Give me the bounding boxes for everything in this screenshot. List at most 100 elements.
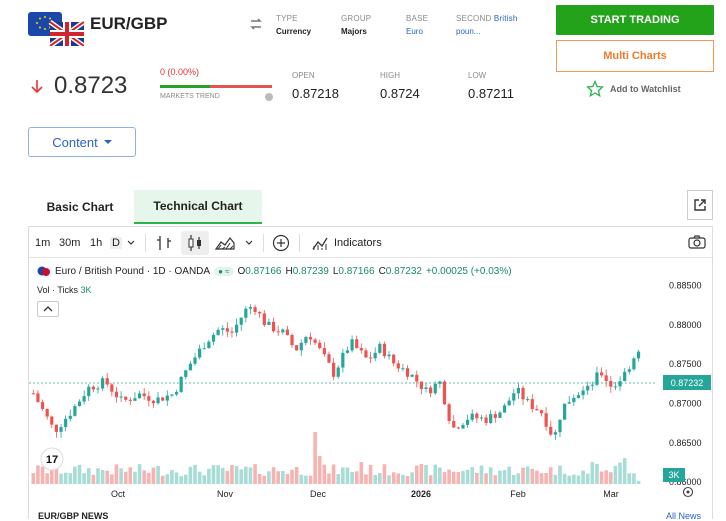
current-price: 0.8723 — [54, 72, 128, 99]
stat-high-value: 0.8724 — [380, 86, 420, 101]
volume-bar — [424, 465, 428, 484]
interval-30m[interactable]: 30m — [59, 237, 81, 249]
volume-bar — [170, 470, 174, 484]
camera-icon[interactable] — [688, 235, 706, 249]
tab-technical-chart[interactable]: Technical Chart — [134, 190, 262, 224]
volume-bar — [137, 464, 142, 484]
candle-body — [271, 321, 276, 332]
volume-bar — [322, 464, 327, 484]
volume-bar — [294, 467, 299, 484]
candle-body — [276, 331, 280, 333]
candle-body — [364, 350, 368, 358]
volume-bar — [465, 469, 470, 484]
volume-bar — [604, 470, 608, 484]
candle-body — [405, 368, 410, 377]
volume-bar — [96, 468, 100, 484]
start-trading-button[interactable]: START TRADING — [556, 5, 714, 35]
volume-bar — [100, 470, 105, 484]
indicators-icon[interactable] — [311, 234, 329, 252]
interval-d[interactable]: D — [110, 237, 122, 249]
volume-bar — [123, 471, 128, 484]
candle-body — [336, 367, 340, 377]
volume-bar — [336, 474, 341, 484]
volume-bar — [572, 474, 576, 484]
candle-body — [586, 385, 590, 391]
meta-second-inline[interactable]: British — [493, 14, 518, 23]
candle-body — [202, 348, 206, 350]
chevron-down-icon[interactable] — [127, 240, 135, 246]
candle-body — [151, 400, 156, 404]
candle-body — [308, 337, 313, 340]
candles-icon[interactable] — [187, 234, 203, 252]
interval-1m[interactable]: 1m — [35, 237, 51, 249]
candle-body — [248, 307, 253, 309]
add-to-watchlist-button[interactable]: Add to Watchlist — [586, 80, 681, 98]
volume-bar — [378, 473, 382, 484]
volume-bar — [49, 470, 54, 484]
volume-bar — [433, 464, 438, 484]
volume-bar — [387, 475, 391, 484]
meta-second-value[interactable]: poun... — [456, 27, 481, 36]
meta-group: GROUP Majors — [341, 14, 371, 36]
swap-icon[interactable] — [248, 16, 264, 32]
volume-bar — [354, 471, 359, 484]
bar-style-icon[interactable] — [156, 234, 172, 252]
legend-high: 0.87239 — [292, 265, 329, 277]
volume-bar — [470, 467, 475, 484]
volume-bar — [276, 471, 280, 484]
candle-body — [114, 391, 119, 398]
candle-body — [512, 393, 516, 401]
volume-bar — [599, 471, 604, 484]
candle-body — [618, 381, 622, 387]
candle-body — [45, 408, 49, 417]
arrow-down-icon — [31, 80, 43, 94]
area-chart-icon[interactable] — [215, 235, 235, 251]
time-settings-icon[interactable] — [682, 486, 694, 498]
multi-charts-button[interactable]: Multi Charts — [556, 40, 714, 72]
volume-value: 3K — [80, 285, 92, 295]
candle-body — [456, 427, 460, 429]
volume-bar — [119, 468, 123, 484]
volume-bar — [581, 470, 585, 484]
legend-symbol-title[interactable]: Euro / British Pound · 1D · OANDA — [55, 265, 211, 277]
candle-body — [567, 402, 571, 404]
svg-text:17: 17 — [46, 454, 58, 466]
volume-bar — [313, 432, 317, 484]
candle-body — [128, 399, 132, 401]
volume-bar — [632, 473, 636, 484]
market-status-badge[interactable]: ● ≈ — [214, 266, 234, 276]
add-compare-icon[interactable] — [272, 234, 290, 252]
candle-body — [40, 402, 45, 409]
volume-bar — [280, 470, 285, 484]
candle-body — [142, 393, 146, 397]
volume-tag-label: 3K — [668, 470, 679, 480]
chevron-down-icon[interactable] — [245, 240, 253, 246]
candlestick-chart[interactable]: 0.88500 0.88000 0.87500 0.87000 0.86500 0.860… — [29, 258, 714, 520]
candle-body — [124, 396, 128, 400]
candle-body — [281, 329, 285, 333]
caret-down-icon — [103, 140, 112, 144]
tab-basic-chart[interactable]: Basic Chart — [46, 200, 114, 214]
candle-body — [304, 337, 308, 343]
candle-body — [137, 393, 142, 399]
volume-bar — [179, 475, 183, 484]
all-news-link[interactable]: All News — [666, 511, 702, 521]
candle-body — [627, 369, 631, 372]
volume-bar — [539, 473, 544, 484]
volume-bar — [488, 467, 493, 484]
meta-base-value[interactable]: Euro — [406, 27, 423, 36]
candle-body — [332, 362, 336, 377]
content-dropdown[interactable]: Content — [28, 127, 136, 157]
candle-body — [415, 374, 419, 382]
volume-bar — [239, 469, 244, 484]
expand-button[interactable] — [687, 190, 713, 220]
collapse-legend-button[interactable] — [37, 301, 59, 317]
legend-low: 0.87166 — [338, 265, 375, 277]
price-change: 0 (0.00%) — [160, 67, 200, 77]
info-icon[interactable] — [265, 93, 273, 101]
indicators-button[interactable]: Indicators — [334, 237, 382, 249]
candle-body — [50, 416, 54, 425]
interval-1h[interactable]: 1h — [90, 237, 103, 249]
chevron-up-icon — [43, 306, 53, 312]
candle-body — [147, 396, 151, 401]
